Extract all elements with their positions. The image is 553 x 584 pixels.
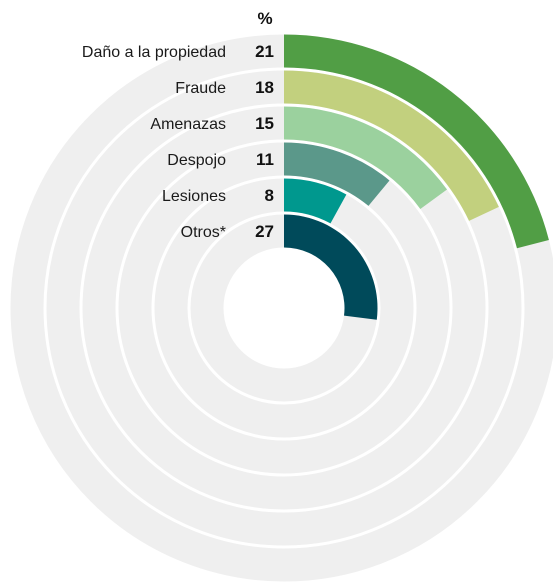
- category-label-fraude: Fraude: [175, 80, 226, 97]
- category-label-otros: Otros*: [181, 224, 226, 241]
- value-labels: 21 18 15 11 8 27: [255, 42, 274, 241]
- value-label-despojo: 11: [256, 150, 274, 169]
- category-label-amenazas: Amenazas: [150, 116, 226, 133]
- ring-bars: [284, 34, 549, 320]
- unit-label: %: [257, 9, 272, 28]
- bar-despojo: [284, 142, 390, 206]
- bar-amenazas: [284, 106, 448, 209]
- value-label-dano-a-la-propiedad: 21: [255, 42, 274, 61]
- bar-fraude: [284, 70, 499, 221]
- bar-otros: [284, 214, 378, 320]
- value-label-otros: 27: [255, 222, 274, 241]
- value-label-lesiones: 8: [265, 186, 274, 205]
- value-label-amenazas: 15: [255, 114, 274, 133]
- category-label-despojo: Despojo: [167, 152, 226, 169]
- value-label-fraude: 18: [255, 78, 274, 97]
- category-labels: Daño a la propiedad Fraude Amenazas Despojo…: [82, 44, 226, 241]
- bar-lesiones: [284, 178, 347, 224]
- bar-dano-a-la-propiedad: [284, 34, 549, 249]
- category-label-dano-a-la-propiedad: Daño a la propiedad: [82, 44, 226, 61]
- category-label-lesiones: Lesiones: [162, 188, 226, 205]
